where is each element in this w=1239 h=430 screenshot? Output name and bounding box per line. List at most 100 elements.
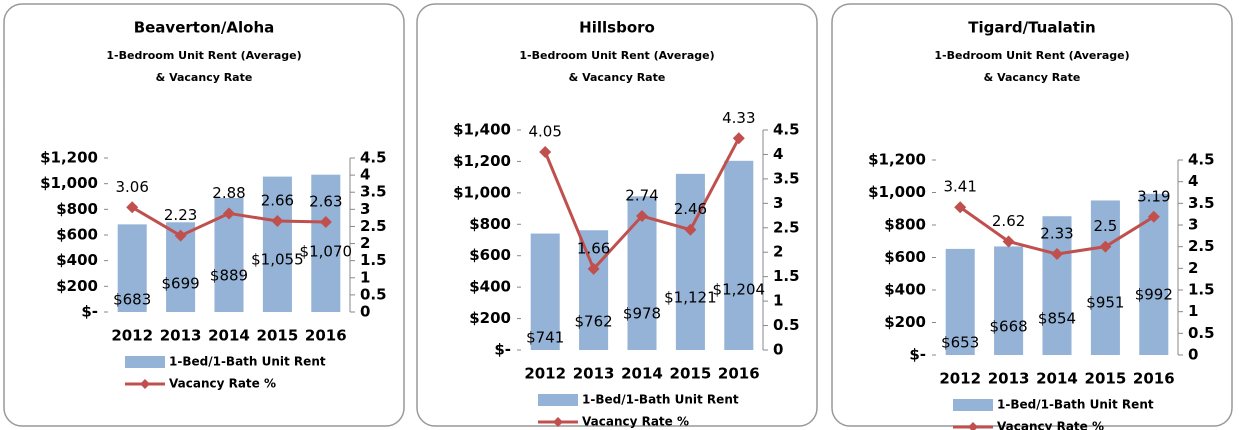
bar-value-label: $854 <box>1038 310 1076 328</box>
legend-label: Vacancy Rate % <box>169 377 276 391</box>
y2-tick-label: 1.5 <box>360 251 387 269</box>
line-value-label: 3.19 <box>1137 187 1170 205</box>
line-value-label: 2.23 <box>164 206 197 224</box>
legend-label: 1-Bed/1-Bath Unit Rent <box>997 398 1154 412</box>
line-marker <box>223 207 235 220</box>
bar <box>117 224 147 312</box>
bar <box>1090 200 1120 355</box>
y-tick-label: $200 <box>56 277 98 295</box>
chart-title: Beaverton/Aloha <box>134 19 275 37</box>
legend-swatch <box>968 422 978 430</box>
line-value-label: 2.74 <box>625 187 658 205</box>
line-marker <box>954 201 967 214</box>
y-tick-label: $600 <box>884 248 926 266</box>
y2-tick-label: 0.5 <box>360 285 387 303</box>
y-tick-label: $600 <box>56 226 98 244</box>
y-tick-label: $600 <box>469 246 511 264</box>
legend-swatch <box>953 399 993 411</box>
y2-tick-label: 2 <box>1188 259 1198 277</box>
x-tick-label: 2015 <box>670 365 712 383</box>
line-value-label: 2.5 <box>1093 217 1117 235</box>
line-value-label: 2.46 <box>674 200 707 218</box>
y2-tick-label: 1.5 <box>1188 281 1215 299</box>
bar <box>262 176 292 312</box>
x-tick-label: 2014 <box>1036 370 1078 388</box>
legend-swatch <box>538 394 578 406</box>
y-tick-label: $800 <box>469 215 511 233</box>
bar-value-label: $889 <box>210 267 248 285</box>
y2-tick-label: 2.5 <box>360 217 387 235</box>
bar-value-label: $1,070 <box>300 243 353 261</box>
line-marker <box>539 146 552 158</box>
y-tick-label: $1,000 <box>40 174 98 192</box>
legend-label: Vacancy Rate % <box>582 415 689 429</box>
y2-tick-label: 4 <box>360 166 370 184</box>
bar <box>1042 216 1072 355</box>
y-tick-label: $1,200 <box>40 149 98 167</box>
y-tick-label: $200 <box>469 309 511 327</box>
legend-label: 1-Bed/1-Bath Unit Rent <box>582 393 739 407</box>
line-marker <box>1147 210 1160 223</box>
y-tick-label: $400 <box>56 251 98 269</box>
legend-label: 1-Bed/1-Bath Unit Rent <box>169 355 326 369</box>
x-tick-label: 2014 <box>621 365 663 383</box>
line-marker <box>1002 235 1015 248</box>
chart-subtitle: 1-Bedroom Unit Rent (Average) <box>519 49 714 62</box>
y2-tick-label: 2 <box>360 234 370 252</box>
line-marker <box>684 223 697 236</box>
y2-tick-label: 2.5 <box>1188 237 1215 255</box>
y2-tick-label: 4.5 <box>1188 151 1215 169</box>
y2-tick-label: 3 <box>360 200 370 218</box>
line-value-label: 2.66 <box>261 191 294 209</box>
line-value-label: 4.33 <box>722 109 755 127</box>
y2-tick-label: 0 <box>773 341 783 359</box>
line-marker <box>1051 248 1063 261</box>
y-tick-label: $- <box>909 346 926 364</box>
y2-tick-label: 3.5 <box>360 183 387 201</box>
line-value-label: 2.63 <box>309 192 342 210</box>
bar-value-label: $951 <box>1086 294 1124 312</box>
chart-subtitle: 1-Bedroom Unit Rent (Average) <box>934 49 1129 62</box>
bar-value-label: $978 <box>623 305 661 323</box>
y-tick-label: $400 <box>469 278 511 296</box>
bar <box>945 248 975 355</box>
bar-value-label: $653 <box>941 334 979 352</box>
bar-value-label: $1,204 <box>713 281 766 299</box>
x-tick-label: 2016 <box>718 365 760 383</box>
line-marker <box>126 201 139 214</box>
bar-value-label: $741 <box>526 329 564 347</box>
y2-tick-label: 0.5 <box>1188 324 1215 342</box>
line-marker <box>587 262 600 275</box>
line-value-label: 2.33 <box>1040 225 1073 243</box>
y-tick-label: $- <box>81 303 98 321</box>
bar-value-label: $683 <box>113 291 151 309</box>
bar-value-label: $1,121 <box>664 289 717 307</box>
y2-tick-label: 4 <box>773 145 783 163</box>
legend-swatch <box>553 417 563 427</box>
bar <box>530 233 560 350</box>
y2-tick-label: 4 <box>1188 172 1198 190</box>
y2-tick-label: 1 <box>1188 302 1198 320</box>
line-marker <box>1099 240 1112 253</box>
x-tick-label: 2016 <box>305 327 347 345</box>
x-tick-label: 2016 <box>1133 370 1175 388</box>
y2-tick-label: 1.5 <box>773 267 800 285</box>
line-marker <box>732 132 745 145</box>
y2-tick-label: 0 <box>1188 346 1198 364</box>
chart-subtitle: & Vacancy Rate <box>569 71 666 84</box>
chart-subtitle: & Vacancy Rate <box>984 71 1081 84</box>
x-tick-label: 2012 <box>524 365 566 383</box>
y-tick-label: $1,000 <box>453 183 511 201</box>
line-value-label: 3.06 <box>115 178 148 196</box>
chart-title: Hillsboro <box>579 19 655 37</box>
y2-tick-label: 3.5 <box>773 169 800 187</box>
x-tick-label: 2013 <box>573 365 615 383</box>
y2-tick-label: 1 <box>773 292 783 310</box>
y-tick-label: $1,000 <box>868 183 926 201</box>
y-tick-label: $800 <box>56 200 98 218</box>
line-marker <box>319 215 332 228</box>
line-value-label: 4.05 <box>528 123 561 141</box>
y2-tick-label: 4.5 <box>773 121 800 139</box>
y-tick-label: $1,200 <box>868 151 926 169</box>
